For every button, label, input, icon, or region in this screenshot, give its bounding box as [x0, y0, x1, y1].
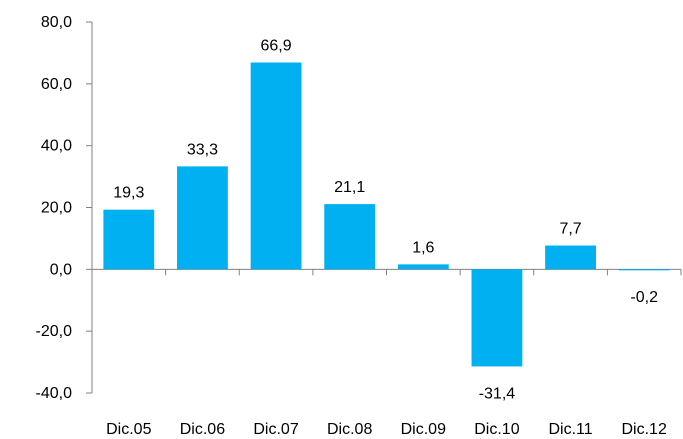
bar — [103, 209, 155, 270]
data-label: 66,9 — [260, 38, 291, 55]
data-label: -31,4 — [479, 385, 516, 402]
x-category-label: Dic.12 — [622, 421, 667, 438]
bar — [324, 204, 376, 270]
y-tick-label: 80,0 — [41, 14, 72, 31]
x-category-label: Dic.11 — [548, 421, 592, 438]
data-label: -0,2 — [630, 289, 658, 306]
x-category-label: Dic.05 — [106, 421, 151, 438]
bar — [177, 166, 228, 270]
y-tick-label: -40,0 — [36, 385, 73, 402]
y-tick-label: 0,0 — [50, 261, 72, 278]
data-label: 1,6 — [412, 239, 434, 256]
x-category-label: Dic.09 — [401, 421, 446, 438]
y-tick-label: 20,0 — [41, 200, 72, 217]
data-label: 21,1 — [334, 179, 365, 196]
y-tick-label: 40,0 — [41, 138, 72, 155]
bar — [545, 245, 596, 270]
y-tick-label: -20,0 — [36, 323, 73, 340]
x-category-label: Dic.07 — [253, 421, 298, 438]
bar — [471, 269, 523, 367]
x-category-label: Dic.10 — [474, 421, 519, 438]
chart-axes: 80,0 60,0 40,0 20,0 0,0 -20,0 -40,0 Dic.05 Dic.0… — [36, 14, 682, 438]
data-label: 33,3 — [187, 141, 218, 158]
bar — [250, 62, 302, 270]
y-tick-label: 60,0 — [41, 76, 72, 93]
x-category-label: Dic.06 — [180, 421, 225, 438]
bar-series — [103, 62, 670, 367]
data-labels: 19,3 33,3 66,9 21,1 1,6 -31,4 7,7 -0,2 — [113, 38, 658, 403]
data-label: 7,7 — [559, 221, 581, 238]
x-category-label: Dic.08 — [327, 421, 372, 438]
bar — [618, 269, 670, 271]
data-label: 19,3 — [113, 185, 144, 202]
bar — [397, 264, 449, 270]
